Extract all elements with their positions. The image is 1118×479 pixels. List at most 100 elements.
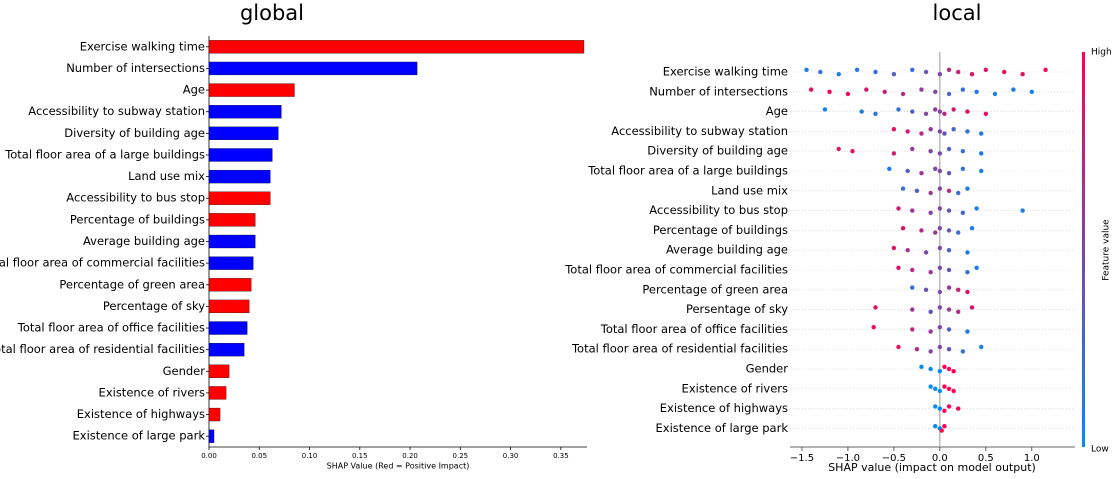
point xyxy=(919,228,924,233)
bar xyxy=(208,321,248,335)
point xyxy=(951,107,956,112)
y-tick-label: Total floor area of residential faciliti… xyxy=(571,342,788,356)
bar xyxy=(208,429,215,443)
point xyxy=(974,89,979,95)
point xyxy=(928,210,933,215)
x-tick-label: −1.0 xyxy=(836,453,860,464)
colorbar xyxy=(1082,52,1085,447)
y-tick-label: Existence of large park xyxy=(73,429,206,443)
point xyxy=(933,107,938,112)
point xyxy=(983,111,989,117)
point xyxy=(923,250,929,255)
point xyxy=(854,67,860,73)
y-tick-label: Accessibility to subway station xyxy=(611,124,788,138)
point xyxy=(956,287,961,292)
point xyxy=(937,406,943,411)
point xyxy=(969,72,975,77)
point xyxy=(937,151,943,156)
point xyxy=(827,89,832,95)
point xyxy=(960,149,966,154)
x-tick-label: 0.35 xyxy=(553,452,569,460)
point xyxy=(891,72,897,77)
point xyxy=(946,171,952,176)
point xyxy=(933,166,938,171)
point xyxy=(965,109,970,114)
y-tick-label: Existence of rivers xyxy=(682,381,788,395)
point xyxy=(928,384,933,389)
y-tick-label: Average building age xyxy=(666,243,788,257)
point xyxy=(887,166,892,171)
point xyxy=(946,386,952,391)
point xyxy=(956,230,961,235)
point xyxy=(900,226,906,231)
point xyxy=(979,131,984,136)
bar xyxy=(208,61,418,76)
y-tick-label: Persentage of sky xyxy=(686,302,788,316)
point xyxy=(937,226,943,231)
point xyxy=(937,369,943,374)
y-tick-label: Diversity of building age xyxy=(647,144,788,158)
bar xyxy=(208,407,221,422)
y-tick-label: Existence of rivers xyxy=(99,385,205,399)
point xyxy=(974,206,979,211)
point xyxy=(946,91,952,97)
point xyxy=(928,149,933,154)
point xyxy=(969,305,975,310)
y-tick-label: Total floor area of commercial facilitie… xyxy=(564,263,788,277)
point xyxy=(928,270,933,275)
point xyxy=(992,91,998,97)
point xyxy=(1011,87,1016,92)
point xyxy=(937,129,943,134)
point xyxy=(914,347,920,352)
point xyxy=(933,89,938,95)
colorbar-label: Feature value xyxy=(1102,219,1112,281)
point xyxy=(859,109,864,114)
point xyxy=(919,171,924,176)
y-tick-label: Existence of highways xyxy=(660,401,788,415)
point xyxy=(910,327,915,332)
point xyxy=(928,309,933,314)
point xyxy=(928,349,933,354)
point xyxy=(928,329,933,334)
bar xyxy=(208,105,282,119)
y-tick-label: Accessibility to bus stop xyxy=(649,203,788,217)
y-tick-label: Existence of large park xyxy=(656,421,789,435)
point xyxy=(896,344,901,350)
point xyxy=(896,265,901,270)
y-tick-label: Land use mix xyxy=(711,183,788,197)
y-tick-label: Total floor area of office facilities xyxy=(600,322,788,336)
point xyxy=(979,344,984,350)
point xyxy=(979,168,984,174)
x-tick-label: 0.15 xyxy=(352,452,368,460)
point xyxy=(956,309,961,314)
y-tick-label: Gender xyxy=(746,362,789,376)
point xyxy=(864,87,869,92)
point xyxy=(951,127,956,132)
point xyxy=(946,228,952,233)
point xyxy=(873,69,878,75)
point xyxy=(960,166,966,171)
point xyxy=(942,384,947,389)
point xyxy=(951,369,956,374)
point xyxy=(850,149,855,154)
x-tick-label: 0.5 xyxy=(978,453,994,464)
point xyxy=(942,131,947,136)
point xyxy=(956,69,961,75)
x-axis-label: SHAP value (impact on model output) xyxy=(828,461,1036,474)
point xyxy=(1002,69,1007,75)
bar xyxy=(208,191,271,205)
y-tick-label: Percentage of sky xyxy=(103,299,205,313)
point xyxy=(910,109,915,114)
point xyxy=(933,230,938,235)
point xyxy=(891,245,897,251)
point xyxy=(960,210,966,215)
point xyxy=(937,265,943,270)
point xyxy=(910,285,915,290)
colorbar-low: Low xyxy=(1091,445,1109,455)
point xyxy=(910,67,915,73)
point xyxy=(937,72,943,77)
point xyxy=(933,404,938,409)
point xyxy=(937,109,943,114)
point xyxy=(983,67,989,73)
point xyxy=(933,386,938,391)
